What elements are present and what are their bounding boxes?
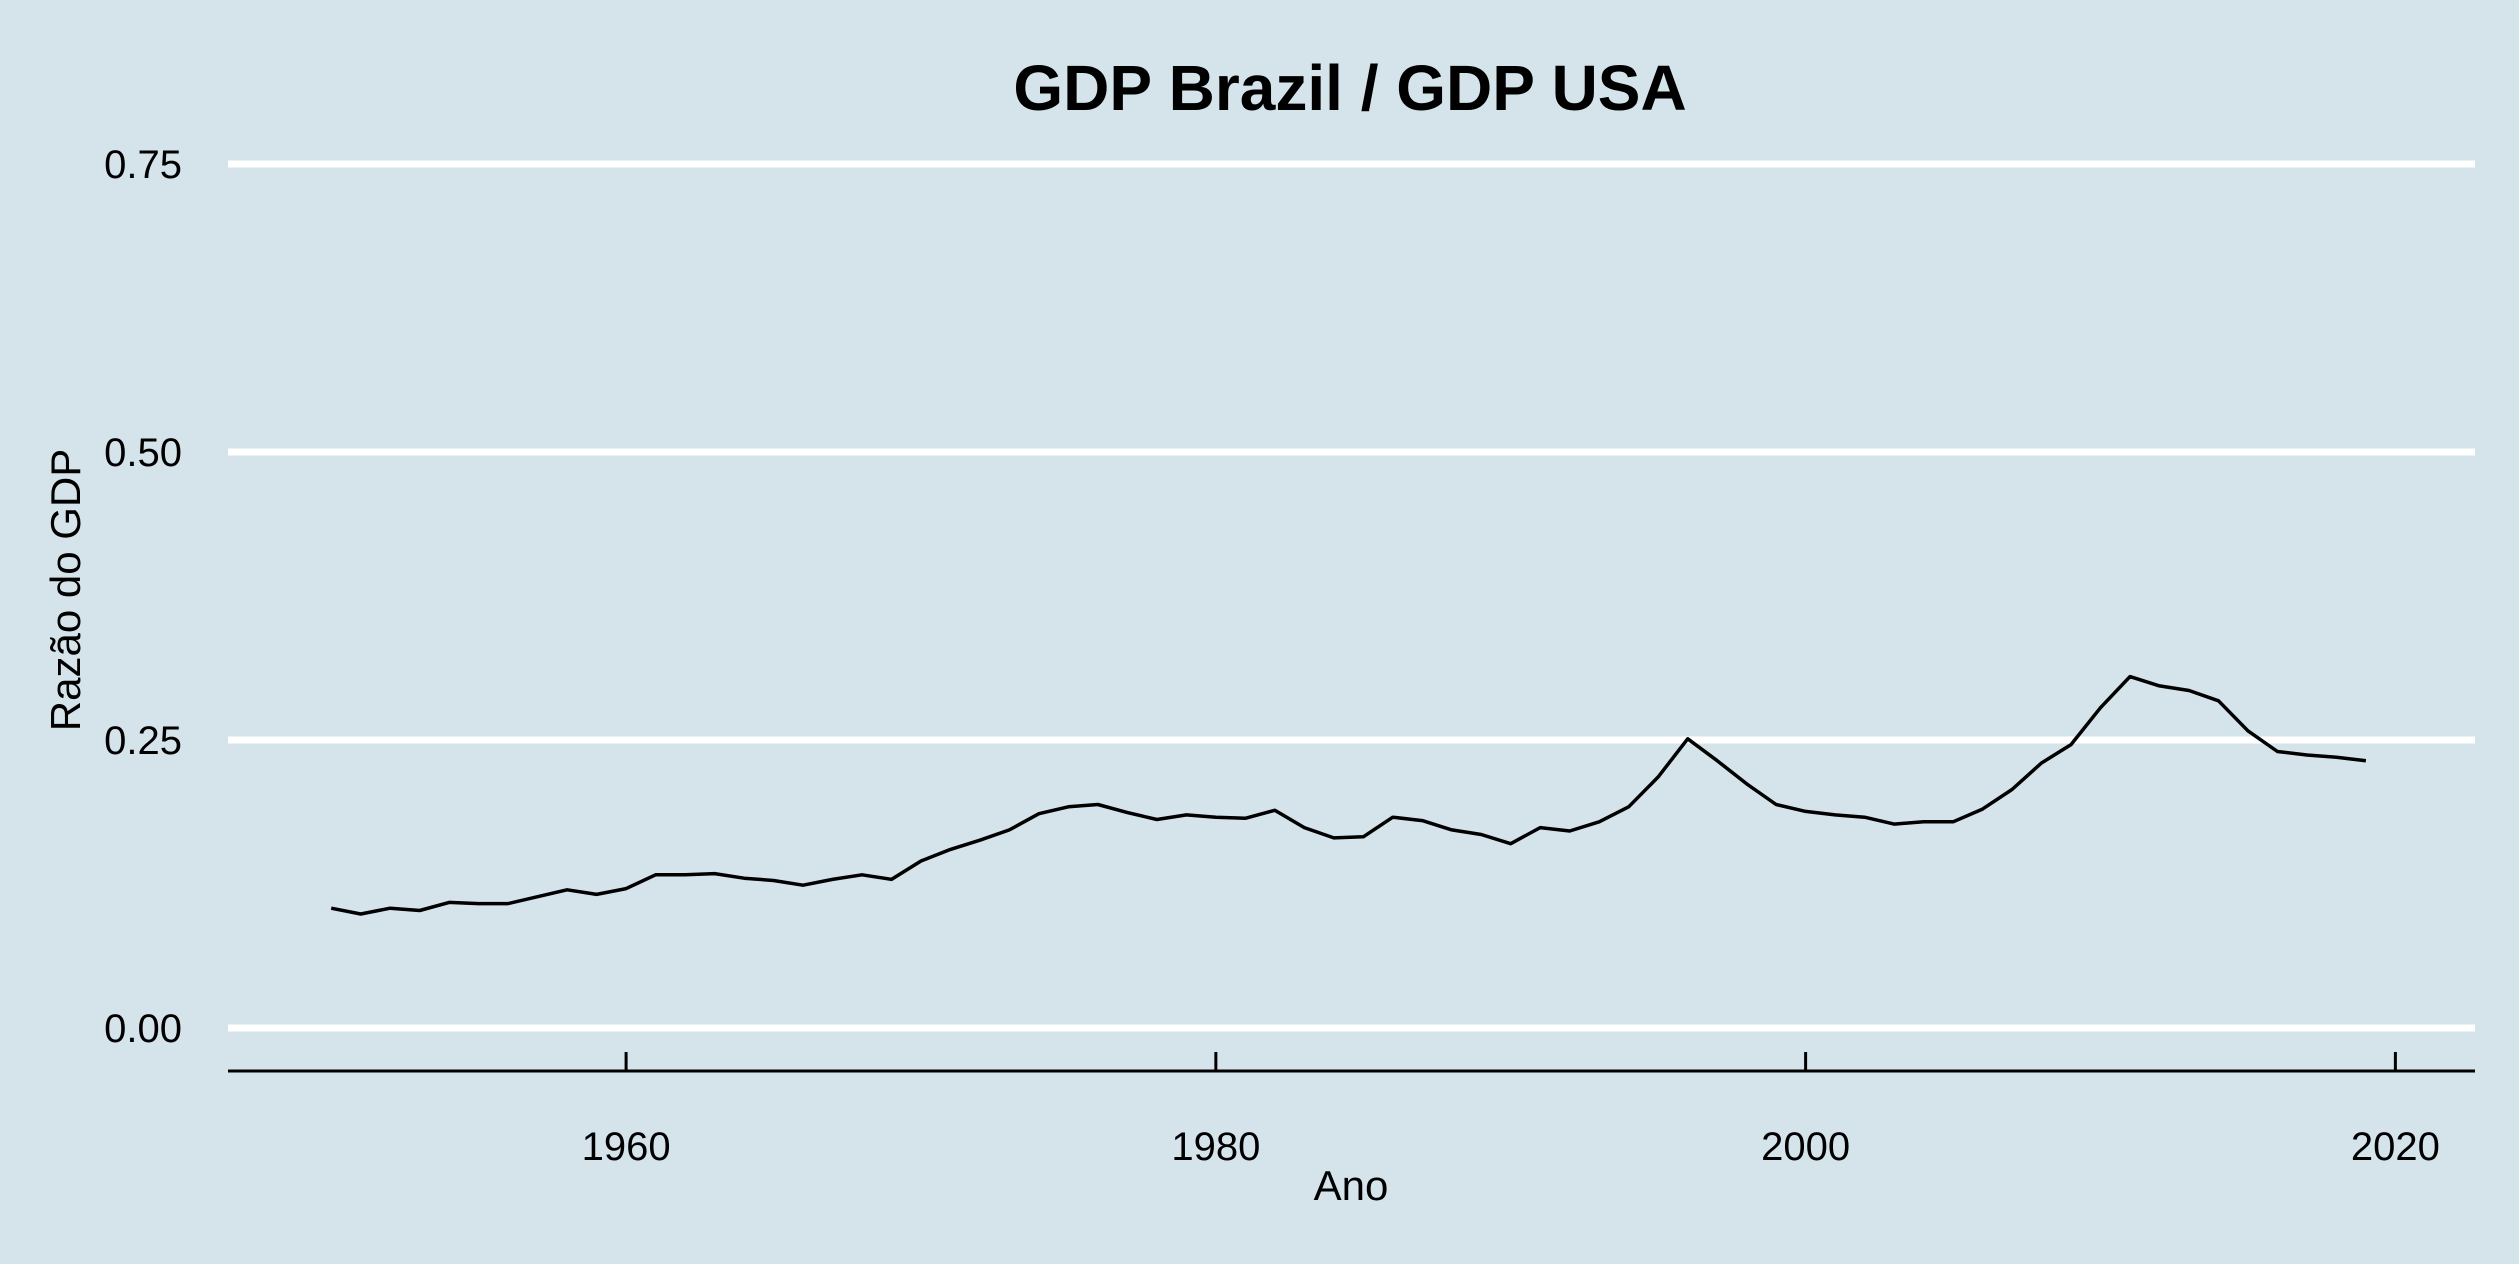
y-tick-label: 0.25	[104, 719, 182, 763]
y-tick-label: 0.50	[104, 431, 182, 475]
y-tick-label: 0.75	[104, 143, 182, 187]
x-tick-label: 2020	[2351, 1125, 2440, 1169]
y-axis-label: Razão do GDP	[42, 449, 89, 731]
x-axis-ticks: 1960 1980 2000 2020	[582, 1052, 2440, 1169]
chart-title: GDP Brazil / GDP USA	[1013, 52, 1686, 124]
x-tick-label: 1980	[1171, 1125, 1260, 1169]
series-layer	[330, 674, 2367, 916]
x-axis-label: Ano	[1314, 1162, 1389, 1209]
series-line	[330, 674, 2367, 916]
y-axis-ticks: 0.00 0.25 0.50 0.75	[104, 143, 182, 1051]
grid-lines	[228, 160, 2475, 1032]
x-tick-label: 2000	[1761, 1125, 1850, 1169]
x-tick-label: 1960	[582, 1125, 671, 1169]
y-tick-label: 0.00	[104, 1007, 182, 1051]
